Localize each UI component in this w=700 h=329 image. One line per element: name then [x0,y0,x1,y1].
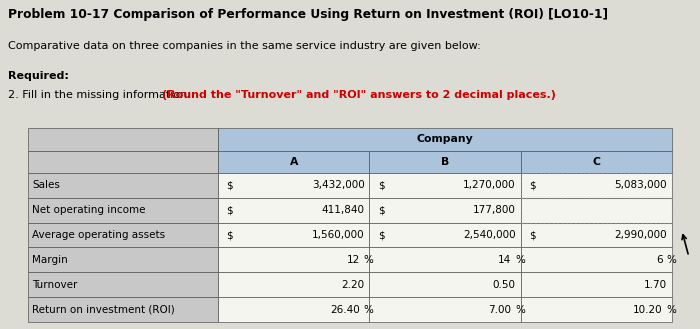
Bar [521,247,672,272]
Text: %: % [515,255,525,265]
Bar [521,173,672,198]
Text: 14: 14 [498,255,512,265]
Text: 1,270,000: 1,270,000 [463,180,516,190]
Text: (Round the "Turnover" and "ROI" answers to 2 decimal places.): (Round the "Turnover" and "ROI" answers … [162,90,556,100]
Text: C: C [592,157,601,167]
Text: A: A [290,157,298,167]
Text: 7.00: 7.00 [489,305,512,315]
Bar [28,198,218,223]
Bar [218,223,370,247]
Bar [28,297,218,322]
Bar [218,272,370,297]
Text: 2. Fill in the missing information.: 2. Fill in the missing information. [8,90,195,100]
Text: B: B [441,157,449,167]
Bar [28,173,218,198]
Text: 12: 12 [347,255,360,265]
Text: Return on investment (ROI): Return on investment (ROI) [32,305,175,315]
Text: $: $ [226,230,233,240]
Bar [521,198,672,223]
Bar [370,198,521,223]
Text: %: % [364,255,374,265]
Bar [521,151,672,173]
Bar [370,272,521,297]
Bar [218,128,672,151]
Bar [521,173,672,198]
Text: Problem 10-17 Comparison of Performance Using Return on Investment (ROI) [LO10-1: Problem 10-17 Comparison of Performance … [8,8,608,21]
Text: 1,560,000: 1,560,000 [312,230,365,240]
Text: $: $ [378,230,384,240]
Text: %: % [515,305,525,315]
Bar [370,247,521,272]
Text: Margin: Margin [32,255,68,265]
Text: 0.50: 0.50 [493,280,516,290]
Text: $: $ [529,230,536,240]
Bar [28,128,218,151]
Text: 6: 6 [657,255,663,265]
Text: $: $ [378,205,384,215]
Text: 3,432,000: 3,432,000 [312,180,365,190]
Bar [218,198,370,223]
Text: Company: Company [416,135,473,144]
Text: $: $ [226,205,233,215]
Bar [370,223,521,247]
Text: $: $ [378,180,384,190]
Text: 177,800: 177,800 [473,205,516,215]
Bar [218,297,370,322]
Text: %: % [364,305,374,315]
Bar [218,173,370,198]
Text: Turnover: Turnover [32,280,78,290]
Text: 2,990,000: 2,990,000 [615,230,667,240]
Text: %: % [666,255,676,265]
Bar [370,151,521,173]
Text: 2,540,000: 2,540,000 [463,230,516,240]
Text: $: $ [529,180,536,190]
Bar [218,247,370,272]
Text: Comparative data on three companies in the same service industry are given below: Comparative data on three companies in t… [8,41,481,51]
Bar [521,272,672,297]
Bar [28,247,218,272]
Text: 26.40: 26.40 [330,305,360,315]
Text: 5,083,000: 5,083,000 [615,180,667,190]
Text: 2.20: 2.20 [342,280,365,290]
Bar [28,223,218,247]
Text: %: % [666,305,676,315]
Bar [28,151,218,173]
Text: Sales: Sales [32,180,60,190]
Text: $: $ [226,180,233,190]
Text: Net operating income: Net operating income [32,205,146,215]
Text: 411,840: 411,840 [321,205,365,215]
Bar [218,151,370,173]
Bar [28,272,218,297]
Bar [521,198,672,223]
Text: Average operating assets: Average operating assets [32,230,165,240]
Text: 1.70: 1.70 [644,280,667,290]
Bar [370,173,521,198]
Bar [521,223,672,247]
Bar [370,297,521,322]
Bar [521,297,672,322]
Text: Required:: Required: [8,71,69,81]
Text: 10.20: 10.20 [634,305,663,315]
